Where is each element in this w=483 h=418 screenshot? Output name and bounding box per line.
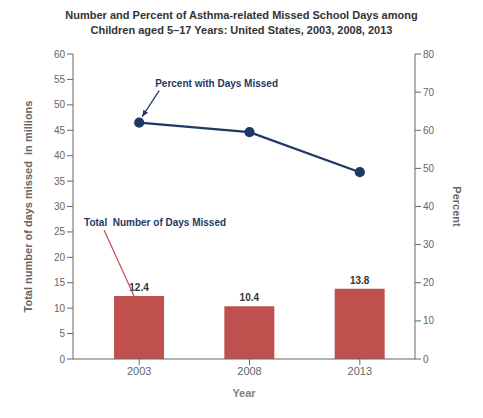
svg-text:50: 50 [423, 163, 435, 174]
svg-text:10.4: 10.4 [240, 292, 260, 303]
svg-text:5: 5 [59, 328, 65, 339]
svg-text:2013: 2013 [348, 365, 372, 377]
svg-text:0: 0 [423, 354, 429, 365]
svg-text:50: 50 [54, 99, 66, 110]
svg-text:80: 80 [423, 49, 435, 60]
html-text:Children aged 5–17 Years: Unit: Children aged 5–17 Years: United States,… [90, 24, 393, 36]
svg-text:35: 35 [54, 176, 66, 187]
svg-text:15: 15 [54, 277, 66, 288]
svg-text:Percent with Days Missed: Percent with Days Missed [155, 78, 278, 89]
svg-text:2003: 2003 [127, 365, 151, 377]
svg-text:25: 25 [54, 226, 66, 237]
svg-text:40: 40 [423, 201, 435, 212]
svg-text:10: 10 [423, 315, 435, 326]
svg-text:70: 70 [423, 87, 435, 98]
svg-text:Total number of days missed i: Total number of days missed in millions [22, 101, 34, 313]
svg-text:Total Number of Days Missed: Total Number of Days Missed [84, 217, 226, 228]
svg-text:40: 40 [54, 150, 66, 161]
svg-text:13.8: 13.8 [350, 275, 370, 286]
svg-text:20: 20 [423, 277, 435, 288]
svg-text:55: 55 [54, 74, 66, 85]
svg-text:2008: 2008 [237, 365, 261, 377]
svg-text:60: 60 [54, 49, 66, 60]
svg-text:30: 30 [54, 201, 66, 212]
svg-text:10: 10 [54, 303, 66, 314]
svg-text:30: 30 [423, 239, 435, 250]
svg-text:0: 0 [59, 354, 65, 365]
svg-text:45: 45 [54, 125, 66, 136]
svg-text:20: 20 [54, 252, 66, 263]
svg-text:12.4: 12.4 [129, 282, 149, 293]
html-text:Number and Percent of Asthma-r: Number and Percent of Asthma-related Mis… [65, 9, 418, 21]
svg-text:Year: Year [232, 387, 256, 399]
svg-text:60: 60 [423, 125, 435, 136]
svg-text:Percent: Percent [451, 186, 463, 227]
